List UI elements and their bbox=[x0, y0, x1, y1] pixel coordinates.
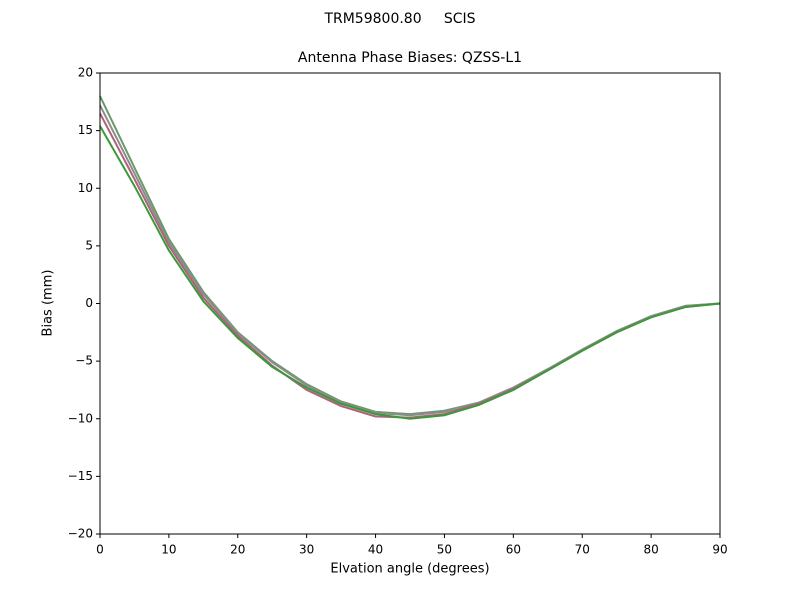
y-tick-label: −10 bbox=[68, 411, 93, 425]
x-tick-label: 50 bbox=[437, 543, 452, 557]
chart-suptitle: TRM59800.80 SCIS bbox=[323, 11, 475, 27]
y-tick-label: 10 bbox=[78, 181, 93, 195]
y-tick-label: −20 bbox=[68, 527, 93, 541]
x-tick-label: 60 bbox=[506, 543, 521, 557]
data-line bbox=[99, 125, 721, 420]
x-tick-label: 30 bbox=[299, 543, 314, 557]
plot-frame bbox=[99, 72, 721, 535]
y-axis-label: Bias (mm) bbox=[41, 270, 56, 337]
y-tick-label: 15 bbox=[78, 123, 93, 137]
y-tick-label: 20 bbox=[78, 66, 93, 80]
x-tick-label: 70 bbox=[575, 543, 590, 557]
x-tick-label: 40 bbox=[368, 543, 383, 557]
x-tick-label: 20 bbox=[230, 543, 245, 557]
y-tick-label: −15 bbox=[68, 469, 93, 483]
chart-title: Antenna Phase Biases: QZSS-L1 bbox=[298, 50, 522, 66]
x-tick-label: 0 bbox=[96, 543, 104, 557]
x-tick-label: 90 bbox=[712, 543, 727, 557]
y-tick-label: 5 bbox=[85, 238, 93, 252]
y-tick-label: 0 bbox=[85, 296, 93, 310]
x-tick-label: 10 bbox=[161, 543, 176, 557]
data-line bbox=[99, 104, 721, 417]
x-tick-label: 80 bbox=[643, 543, 658, 557]
y-tick-label: −5 bbox=[75, 354, 93, 368]
x-axis-label: Elvation angle (degrees) bbox=[330, 562, 489, 577]
